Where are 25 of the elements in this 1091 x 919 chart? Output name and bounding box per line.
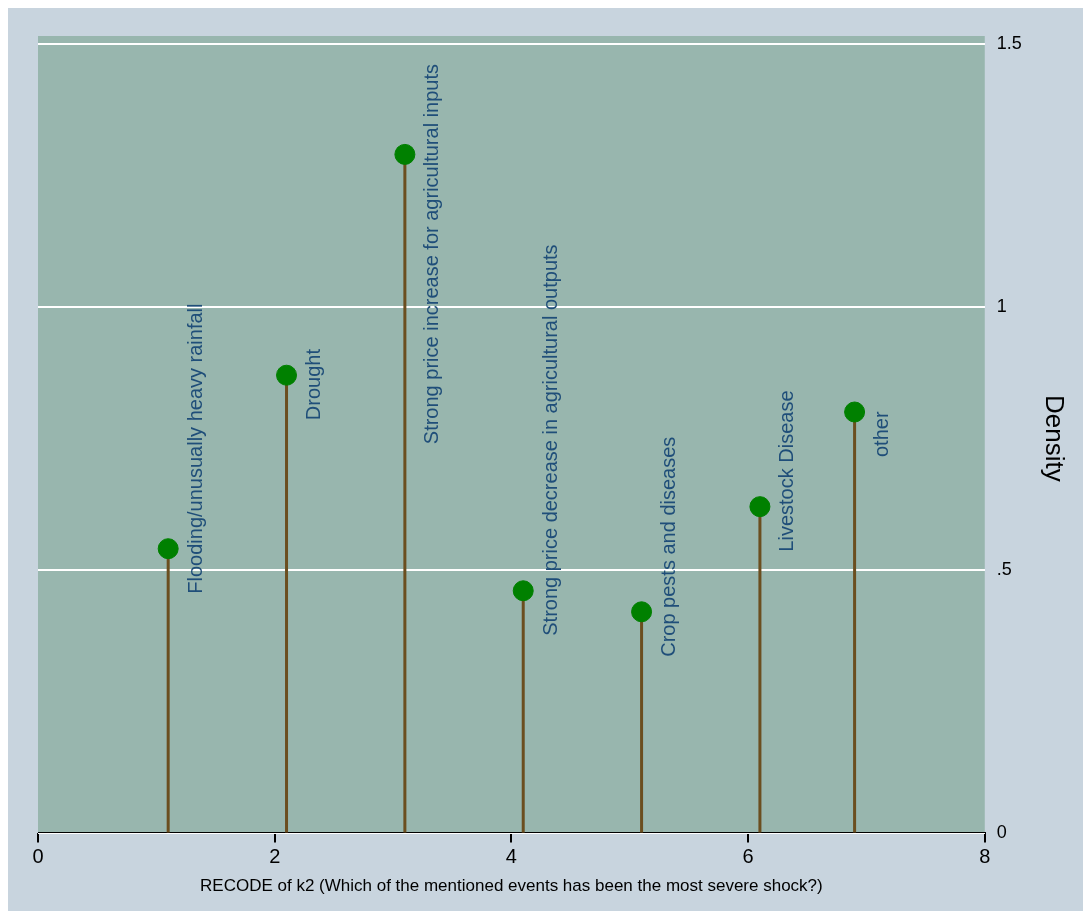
annotation: Strong price decrease in agricultural outputs [538,244,561,636]
point [157,538,179,560]
annotation: other [870,411,893,458]
annotation: Drought [302,348,325,421]
point [394,143,416,165]
annotation: Crop pests and diseases [657,436,680,657]
x-tick-label: 4 [505,845,517,868]
point [749,496,771,518]
y-tick-label: .5 [996,558,1012,579]
x-axis-title: RECODE of k2 (Which of the mentioned events has been the most severe shock?) [200,876,823,896]
point [631,601,653,623]
y-tick-label: 1 [996,295,1007,316]
y-tick-label: 0 [996,821,1007,842]
y-axis-title: Density [1040,394,1071,482]
point [844,401,866,423]
x-tick-label: 0 [32,845,44,868]
annotation: Strong price increase for agricultural inputs [420,64,443,445]
point [276,364,298,386]
x-tick-label: 8 [979,845,991,868]
x-tick-label: 2 [269,845,281,868]
annotation: Flooding/unusually heavy rainfall [183,303,206,594]
x-tick-label: 6 [742,845,754,868]
y-tick-label: 1.5 [996,32,1022,53]
point [512,580,534,602]
annotation: Livestock Disease [775,390,798,552]
